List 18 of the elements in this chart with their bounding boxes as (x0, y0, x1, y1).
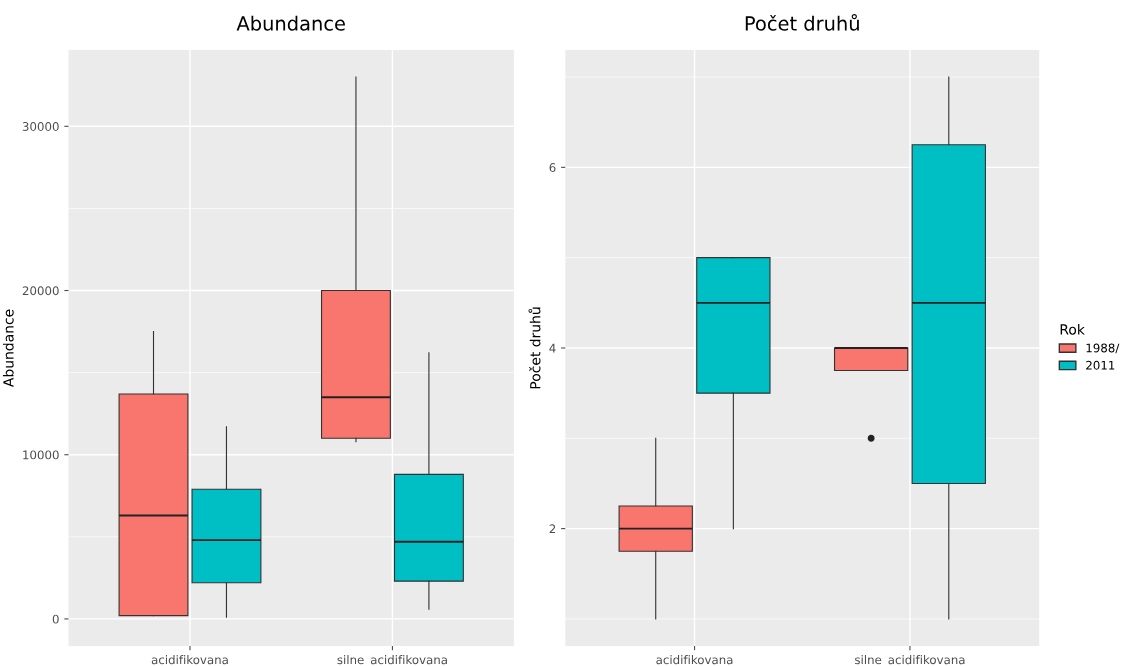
chart-title: Abundance (236, 15, 345, 31)
legend-label: 2011 (1086, 360, 1115, 370)
x-tick-label: silne_acidifikovana (855, 655, 965, 666)
y-tick-label: 2 (549, 524, 556, 534)
x-tick-label: acidifikovana (151, 655, 228, 665)
legend-label: 1988/ (1086, 343, 1120, 354)
y-tick-label: 30000 (22, 122, 59, 131)
y-axis-title: Abundance (2, 309, 14, 387)
y-tick-label: 4 (549, 343, 556, 353)
chart-title: Počet druhů (745, 14, 859, 31)
y-tick-label: 0 (52, 614, 59, 624)
y-tick-label: 10000 (23, 450, 59, 460)
x-tick-label: acidifikovana (656, 655, 733, 665)
y-tick-label: 6 (549, 163, 556, 173)
y-tick-label: 20000 (22, 286, 59, 296)
x-tick-label: silne_acidifikovana (337, 655, 447, 666)
y-axis-title: Počet druhů (528, 307, 541, 389)
legend-title: Rok (1060, 323, 1085, 335)
